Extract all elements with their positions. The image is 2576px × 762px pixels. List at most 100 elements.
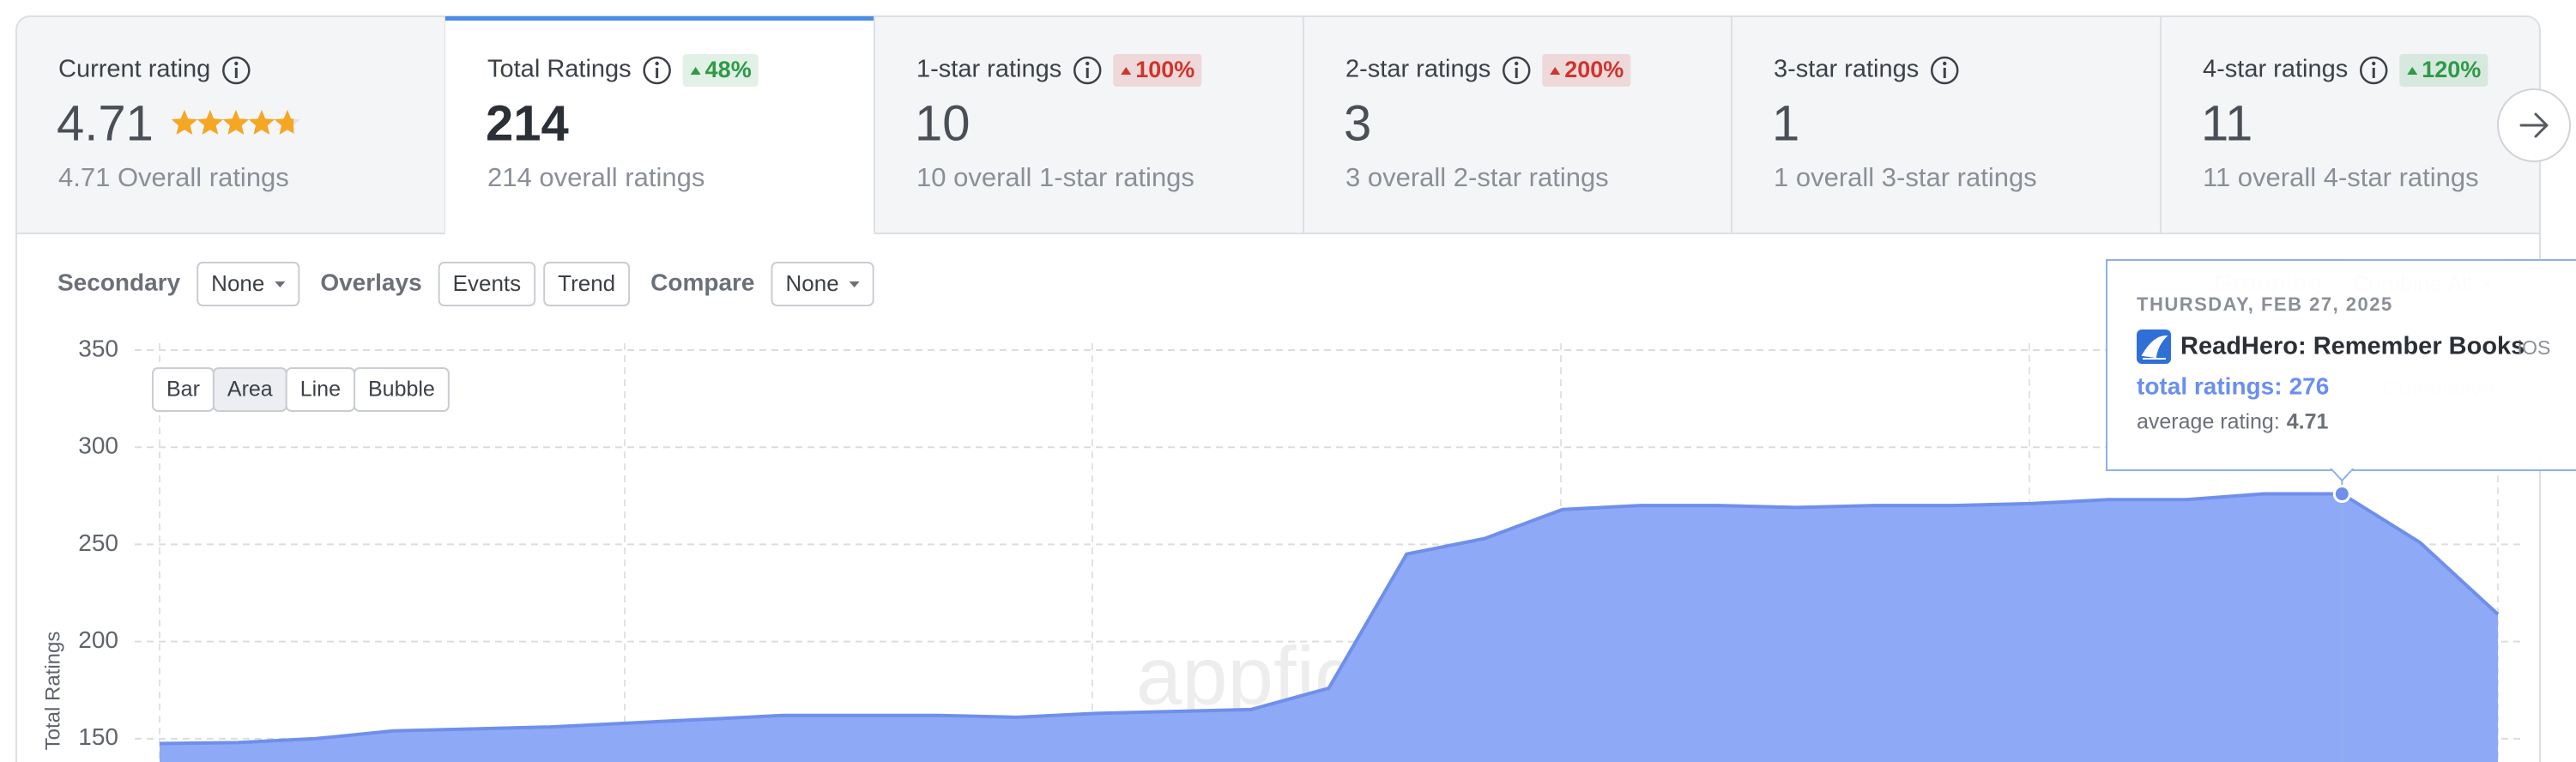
star	[248, 110, 275, 135]
tooltip-total-value: 276	[2289, 372, 2330, 399]
info-dot	[1943, 61, 1947, 66]
tooltip-pointer-cover	[2332, 468, 2352, 470]
tooltip-average-value: 4.71	[2287, 410, 2329, 434]
star	[171, 110, 198, 135]
toolbar-label: Secondary	[57, 269, 181, 295]
overlay-button[interactable]	[438, 262, 536, 306]
metric-card[interactable]: Total Ratings 48% 214 214 overall ratings	[486, 54, 759, 192]
info-dot	[655, 61, 659, 66]
metric-card[interactable]: Current rating 4.71 4.71 Overall ratings	[57, 56, 301, 193]
y-tick-label: 300	[78, 432, 118, 459]
card-value: 10	[915, 95, 971, 151]
dropdown-text[interactable]: None	[786, 270, 839, 296]
dropdown-caret	[275, 281, 286, 287]
delta-text: 120%	[2422, 57, 2481, 82]
chart-type-button[interactable]	[353, 367, 450, 412]
overlay-button-text[interactable]: Trend	[558, 270, 615, 296]
star	[222, 110, 250, 135]
dropdown[interactable]	[771, 262, 874, 306]
card-label: 3-star ratings	[1774, 56, 1919, 83]
card-subtitle: 11 overall 4-star ratings	[2203, 162, 2479, 192]
info-icon[interactable]	[1930, 56, 1959, 85]
rating-stars	[171, 110, 294, 135]
delta-badge	[682, 54, 759, 87]
metric-card[interactable]: 3-star ratings 1 1 overall 3-star ratings	[1772, 56, 2037, 193]
area-line	[159, 492, 2500, 746]
hover-point	[2332, 485, 2351, 504]
tooltip-total-label: total ratings:	[2137, 372, 2283, 399]
chart-type-button-text[interactable]: Line	[300, 378, 341, 402]
dropdown-text[interactable]: None	[211, 270, 264, 296]
chart-type-switcher: Bar Area Line Bubble	[152, 367, 450, 412]
delta-badge	[1542, 54, 1631, 87]
delta-arrow	[1121, 67, 1132, 75]
app-icon-glyph	[2141, 335, 2168, 360]
toolbar-label: Compare	[650, 269, 754, 295]
info-circle	[1073, 56, 1102, 85]
overlay-button[interactable]	[543, 262, 631, 306]
info-icon[interactable]	[2359, 56, 2388, 85]
delta-arrow	[1550, 67, 1561, 75]
info-icon[interactable]	[222, 56, 251, 85]
card-value: 11	[2201, 95, 2252, 151]
info-circle	[1930, 56, 1959, 85]
area-fill	[160, 493, 2498, 762]
card-subtitle: 214 overall ratings	[487, 162, 704, 192]
delta-text: 200%	[1564, 57, 1624, 82]
info-circle	[2359, 56, 2388, 85]
delta-arrow	[2407, 67, 2418, 75]
metric-card[interactable]: 2-star ratings 200% 3 3 overall 2-star rati…	[1344, 54, 1631, 192]
card-label: Current rating	[58, 56, 210, 83]
y-axis-label: Total Ratings	[41, 632, 64, 751]
metric-card[interactable]: 4-star ratings 120% 11 11 overall 4-star ra…	[2201, 54, 2488, 192]
dropdown[interactable]	[197, 262, 300, 306]
info-circle	[1502, 56, 1531, 85]
info-dot	[1515, 61, 1519, 66]
toolbar: Secondary None Overlays Events Trend Compare N…	[57, 262, 874, 306]
y-tick-label: 200	[78, 626, 118, 653]
info-icon[interactable]	[1073, 56, 1102, 85]
tooltip-box	[2106, 259, 2576, 471]
star	[274, 110, 294, 135]
dropdown-caret	[849, 281, 860, 287]
info-circle	[222, 56, 251, 85]
card-subtitle: 10 overall 1-star ratings	[916, 162, 1194, 192]
metric-card[interactable]: 1-star ratings 100% 10 10 overall 1-star ra…	[915, 54, 1202, 192]
next-button[interactable]	[2497, 88, 2571, 162]
delta-arrow	[690, 67, 701, 75]
card-value: 3	[1344, 95, 1371, 151]
overlay-button-text[interactable]: Events	[453, 270, 522, 296]
tooltip-date: THURSDAY, FEB 27, 2025	[2137, 293, 2393, 315]
info-icon[interactable]	[1502, 56, 1531, 85]
chart-type-button-text[interactable]: Bubble	[368, 378, 435, 402]
card-value: 214	[486, 95, 569, 151]
active-card-indicator	[445, 16, 874, 21]
tooltip-platform: iOS	[2518, 336, 2550, 359]
card-subtitle: 1 overall 3-star ratings	[1774, 162, 2037, 192]
card-label: 4-star ratings	[2203, 56, 2348, 83]
card-value: 1	[1772, 95, 1799, 151]
tooltip-average-label: average rating:	[2137, 410, 2280, 434]
card-label: 1-star ratings	[916, 56, 1061, 83]
delta-text: 48%	[705, 57, 752, 82]
card-subtitle: 3 overall 2-star ratings	[1345, 162, 1609, 192]
info-dot	[2372, 61, 2376, 66]
y-tick-label: 150	[78, 723, 118, 750]
chart-type-button-text[interactable]: Area	[227, 378, 273, 402]
star	[197, 110, 224, 135]
chart-type-button-text[interactable]: Bar	[166, 378, 200, 402]
tooltip: THURSDAY, FEB 27, 2025 ReadHero: Remember…	[2106, 259, 2576, 482]
card-label: 2-star ratings	[1345, 56, 1491, 83]
y-tick-label: 350	[78, 335, 118, 361]
info-dot	[1085, 61, 1090, 66]
info-dot	[234, 61, 239, 66]
info-icon[interactable]	[643, 56, 671, 85]
y-tick-label: 250	[78, 529, 118, 556]
delta-text: 100%	[1135, 57, 1194, 82]
card-subtitle: 4.71 Overall ratings	[58, 162, 289, 192]
info-circle	[643, 56, 671, 85]
toolbar-label: Overlays	[320, 269, 421, 295]
